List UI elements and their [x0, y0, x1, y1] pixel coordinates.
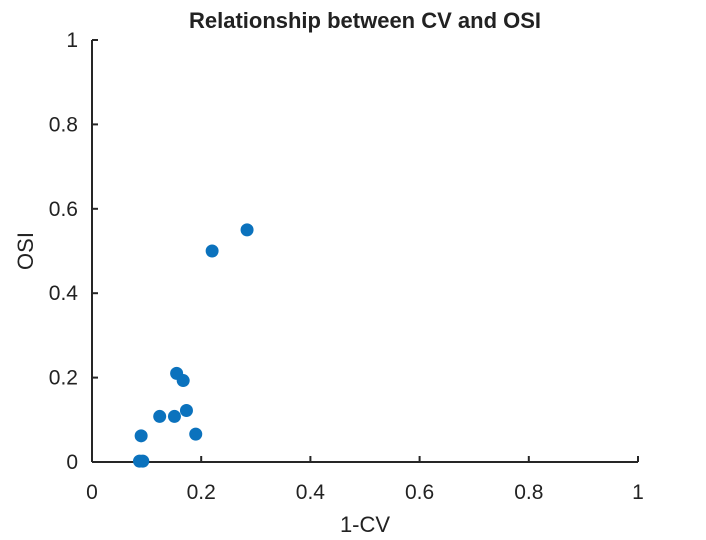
x-tick-label: 0.4: [296, 481, 326, 504]
y-tick-label: 1: [66, 29, 78, 52]
y-axis-label: OSI: [13, 232, 38, 270]
x-tick-label: 0.6: [405, 481, 434, 504]
x-axis-ticks: 0 0.2 0.4 0.6 0.8 1: [86, 456, 644, 504]
x-axis-label: 1-CV: [340, 512, 390, 537]
y-tick-label: 0.2: [49, 367, 78, 390]
data-point: [189, 427, 203, 441]
data-points: [133, 223, 254, 468]
data-point: [205, 244, 219, 258]
axes: [91, 40, 638, 463]
chart-title: Relationship between CV and OSI: [189, 8, 541, 33]
x-tick-label: 1: [632, 481, 644, 504]
y-tick-label: 0.6: [49, 198, 78, 221]
x-tick-label: 0.2: [187, 481, 216, 504]
y-axis-ticks: 0 0.2 0.4 0.6 0.8 1: [49, 29, 98, 474]
x-tick-label: 0.8: [514, 481, 543, 504]
y-tick-label: 0.8: [49, 113, 78, 136]
x-tick-label: 0: [86, 481, 98, 504]
data-point: [134, 429, 148, 443]
data-point: [240, 223, 254, 237]
data-point: [176, 374, 190, 388]
data-point: [167, 409, 181, 423]
y-tick-label: 0.4: [49, 282, 79, 305]
data-point: [179, 404, 193, 418]
data-point: [153, 409, 167, 423]
data-point: [136, 454, 150, 468]
y-tick-label: 0: [66, 451, 78, 474]
